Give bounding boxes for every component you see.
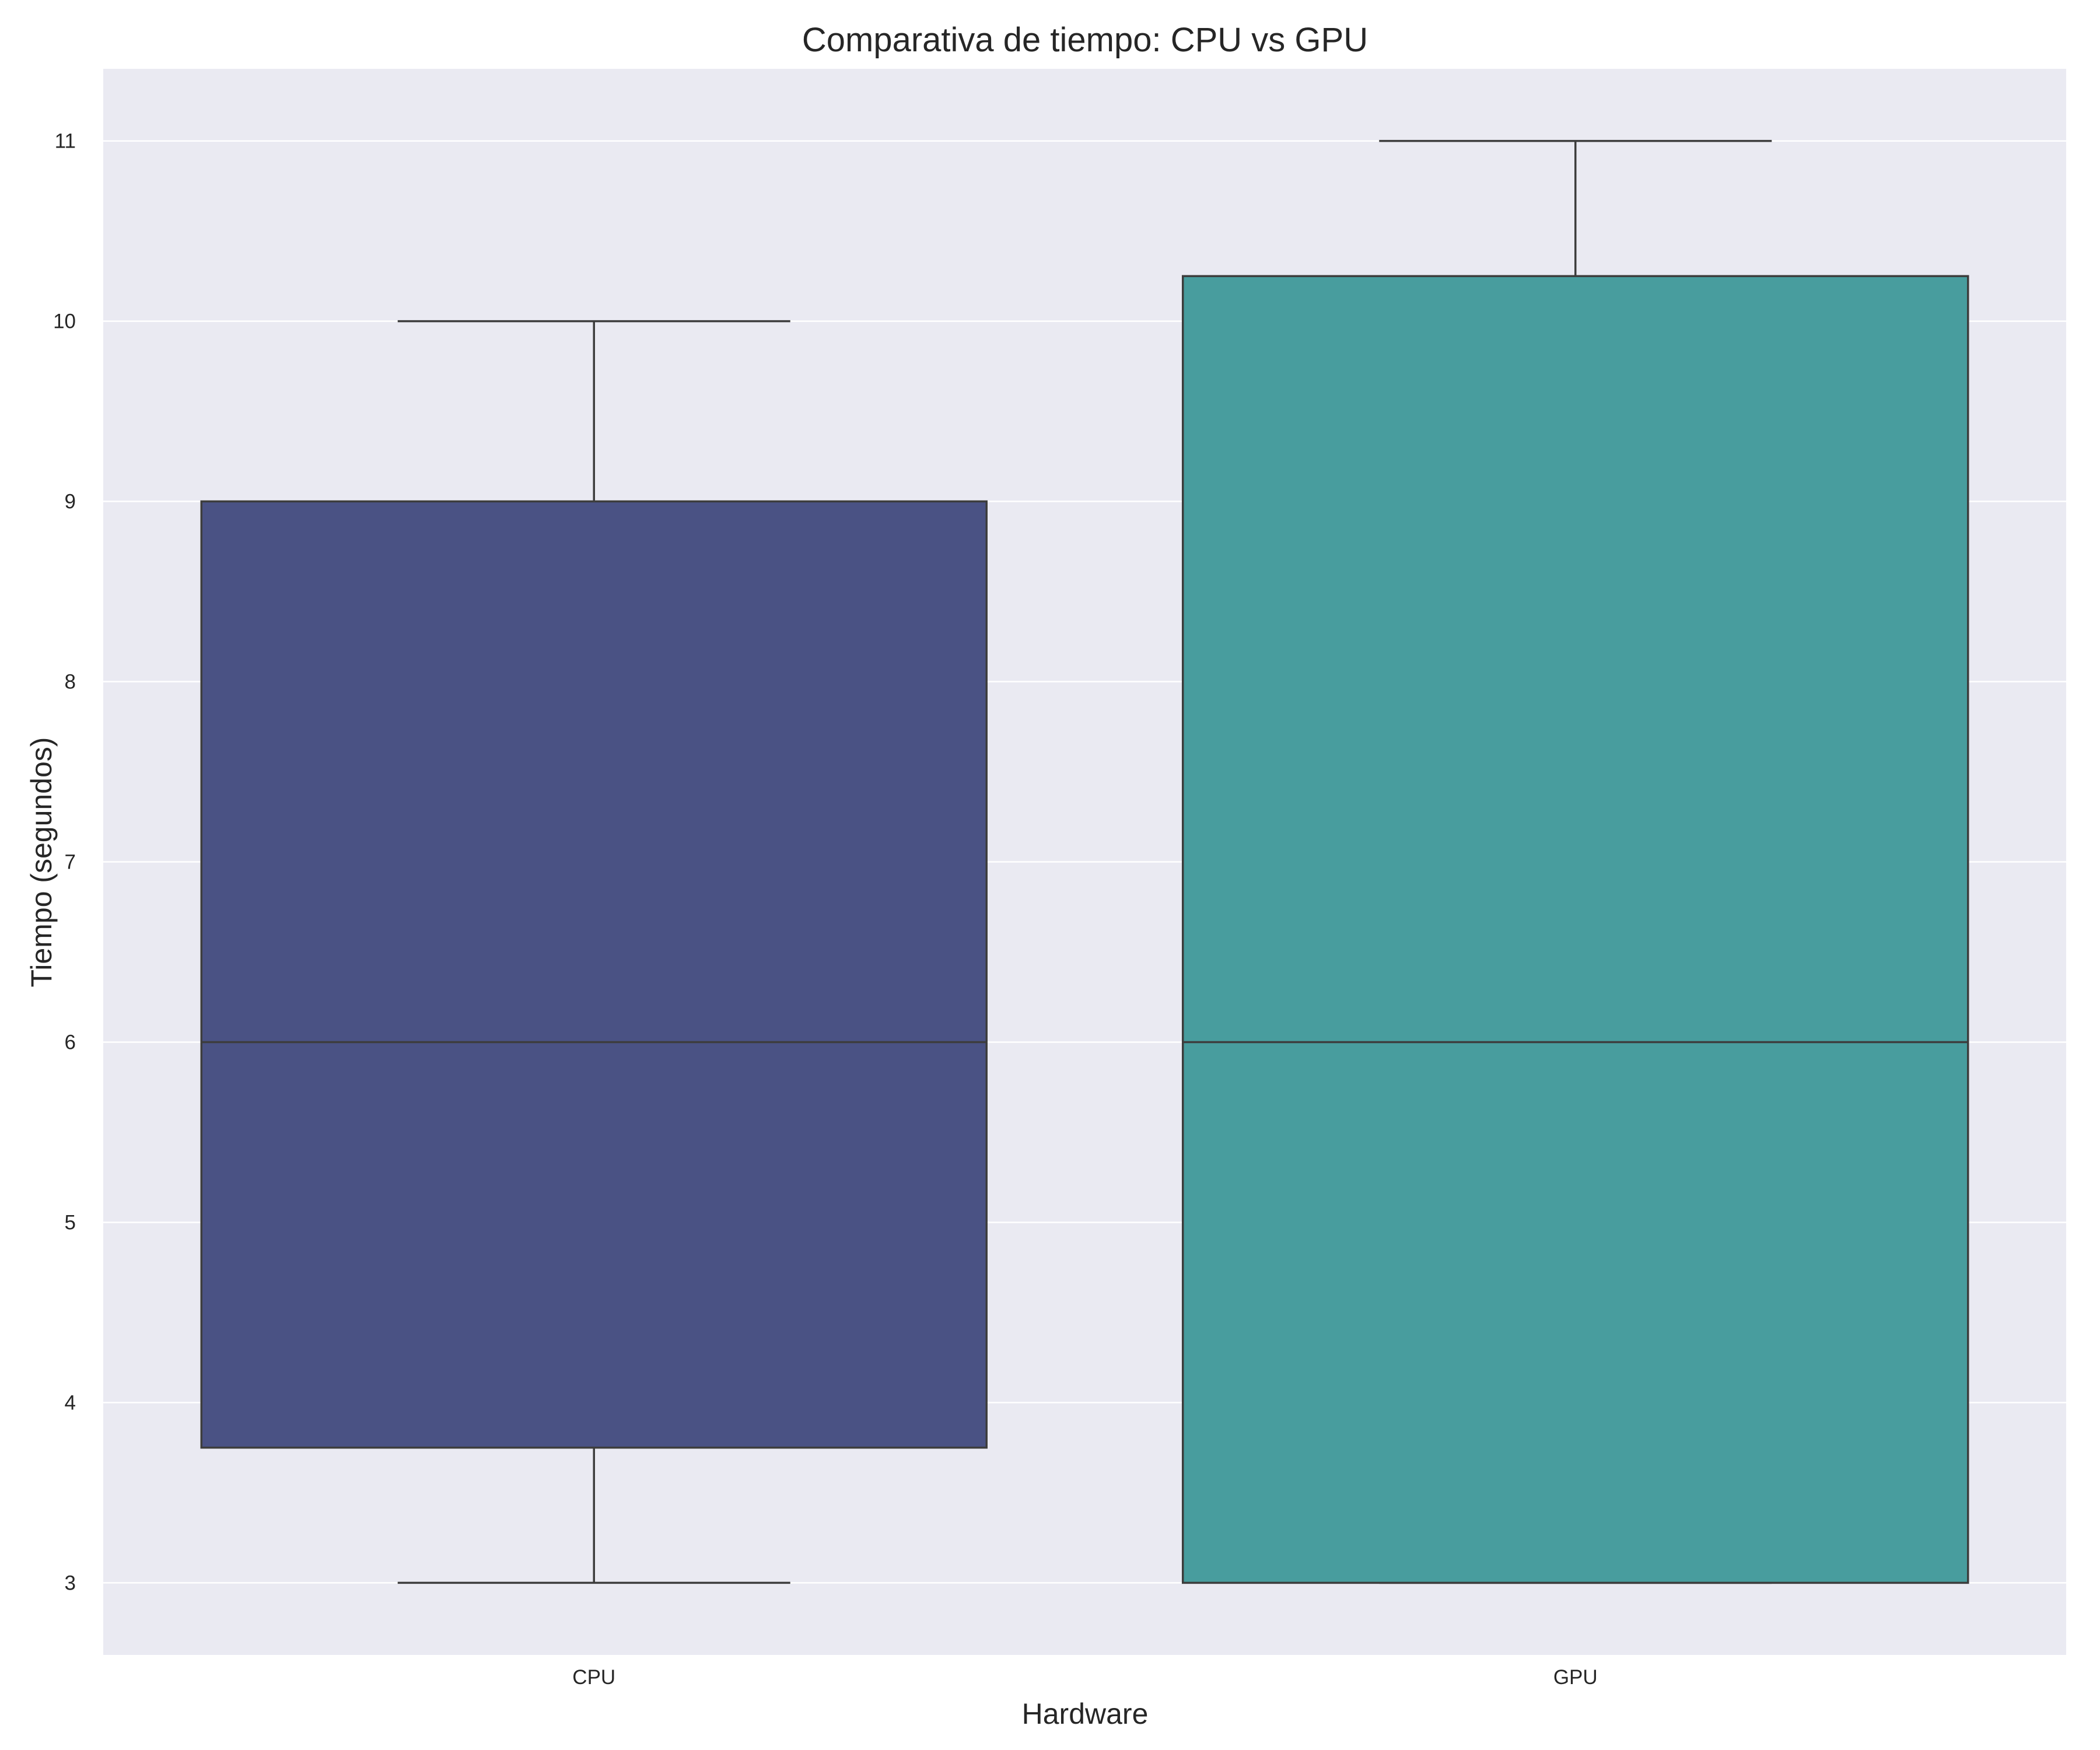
chart-title: Comparativa de tiempo: CPU vs GPU xyxy=(802,21,1368,59)
y-tick-label: 10 xyxy=(53,310,76,333)
x-tick-label: GPU xyxy=(1553,1666,1598,1689)
y-tick-label: 8 xyxy=(65,671,76,694)
y-tick-label: 7 xyxy=(65,851,76,874)
x-tick-label: CPU xyxy=(572,1666,615,1689)
box-cpu xyxy=(200,320,988,1584)
y-tick-label: 11 xyxy=(55,130,76,153)
y-tick-label: 5 xyxy=(65,1211,76,1234)
y-tick-label: 6 xyxy=(65,1031,76,1054)
y-axis-label: Tiempo (segundos) xyxy=(25,737,58,988)
iqr-box xyxy=(1182,275,1969,1584)
y-tick-label: 4 xyxy=(65,1391,76,1414)
iqr-box xyxy=(200,500,988,1449)
y-tick-label: 3 xyxy=(65,1572,76,1594)
x-tick-labels: CPU GPU xyxy=(572,1666,1597,1689)
boxes xyxy=(200,139,1969,1584)
box-gpu xyxy=(1182,139,1969,1584)
x-axis-label: Hardware xyxy=(1022,1698,1149,1730)
y-tick-labels: 3 4 5 6 7 8 9 10 11 xyxy=(53,130,76,1595)
y-tick-label: 9 xyxy=(65,491,76,513)
